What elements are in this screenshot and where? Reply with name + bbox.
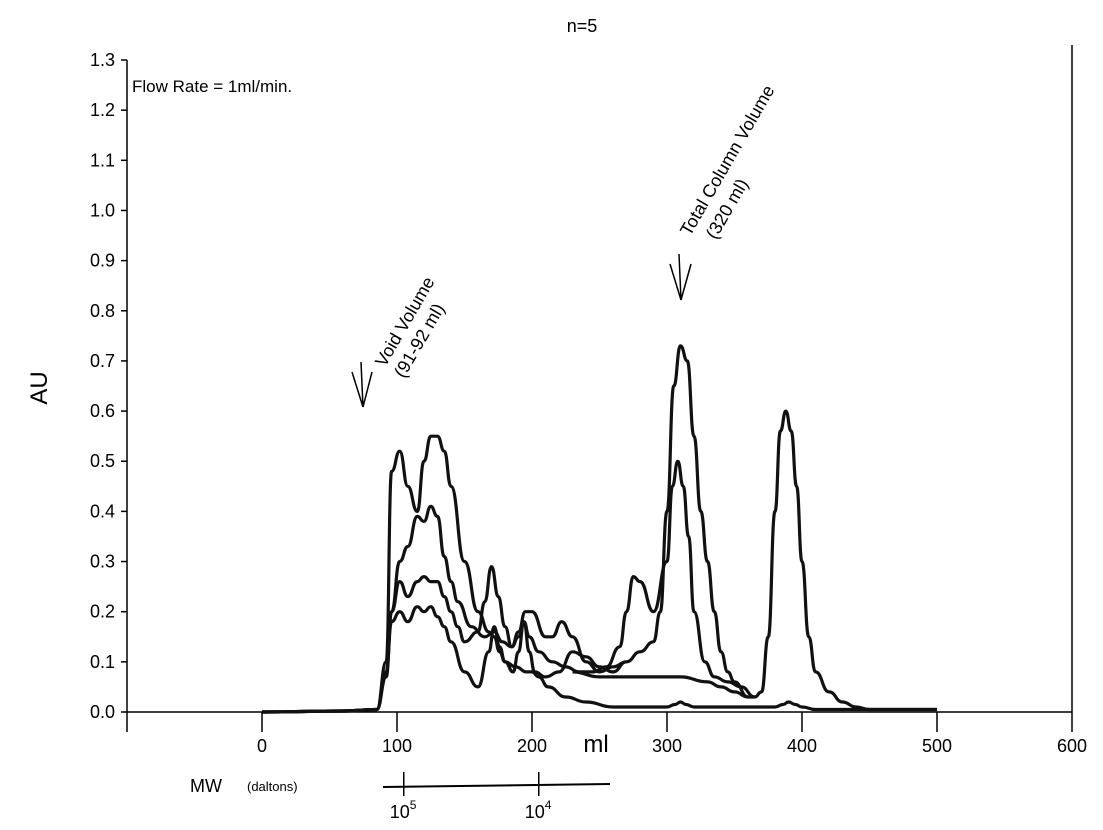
x-tick-label: 300 [652,736,682,756]
series-line-3 [261,344,749,714]
y-tick-label: 0.1 [90,652,115,672]
y-tick-label: 0.9 [90,251,115,271]
y-tick-label: 1.0 [90,200,115,220]
y-tick-label: 0.2 [90,602,115,622]
y-tick-label: 0.7 [90,351,115,371]
axis-ticks: 0.0 0.1 0.2 0.3 0.4 0.5 0.6 0.7 0.8 0.9 1.0 1.1 1.2 1… [90,50,1087,756]
mw-axis-ticks: 105 104 [390,772,552,822]
mw-tick-label: 104 [525,798,552,822]
y-tick-label: 0.8 [90,301,115,321]
void-volume-annotation: Void Volume (91-92 ml) [371,273,448,381]
y-tick-label: 0.6 [90,401,115,421]
series-line-2 [261,459,756,714]
x-tick-label: 600 [1057,736,1087,756]
y-tick-label: 0.0 [90,702,115,722]
series-line-1 [261,434,937,714]
x-tick-label: 200 [517,736,547,756]
y-axis-title: AU [26,371,53,404]
mw-axis-unit: (daltons) [247,779,298,794]
x-tick-label: 400 [787,736,817,756]
series-line-4 [261,605,627,714]
y-tick-label: 1.3 [90,50,115,70]
mw-tick-label: 105 [390,798,417,822]
series-line-5 [572,409,937,712]
x-axis-unit-label: ml [583,731,608,758]
y-tick-label: 0.4 [90,501,115,521]
x-tick-label: 100 [382,736,412,756]
total-volume-arrow [669,253,692,301]
mw-axis-label: MW [190,776,222,796]
data-series-group [261,344,937,714]
y-tick-label: 0.3 [90,552,115,572]
mw-axis-line [382,783,611,788]
total-volume-annotation: Total Column Volume (320 ml) [676,82,778,243]
x-tick-label: 500 [922,736,952,756]
flow-rate-annotation: Flow Rate = 1ml/min. [132,77,292,96]
y-tick-label: 1.2 [90,100,115,120]
y-tick-label: 1.1 [90,150,115,170]
x-tick-label: 0 [257,736,267,756]
void-volume-arrow [351,361,373,408]
chart-title: n=5 [567,16,598,36]
y-tick-label: 0.5 [90,451,115,471]
